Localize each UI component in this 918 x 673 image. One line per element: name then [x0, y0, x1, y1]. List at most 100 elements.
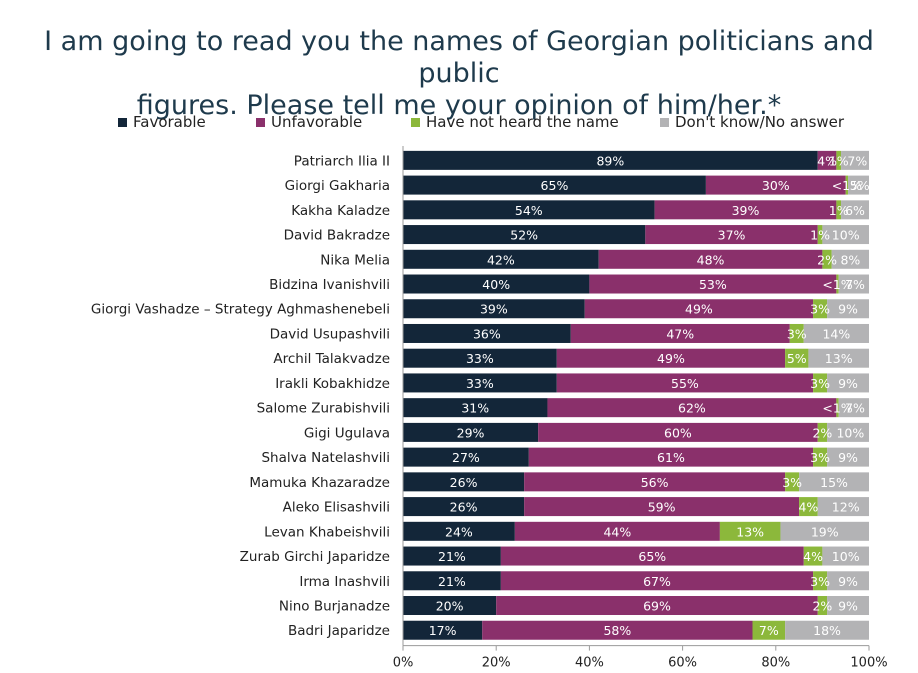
- data-label-favorable-gigi-ugulava: 29%: [457, 425, 485, 440]
- data-label-favorable-patriarch-ilia-ii: 89%: [596, 153, 624, 168]
- bar-favorable-kakha-kaladze: [403, 200, 655, 220]
- bar-don-t-know-no-answer-shalva-natelashvili: [827, 447, 869, 467]
- data-label-don-t-know-no-answer-levan-khabeishvili: 19%: [811, 524, 839, 539]
- data-label-favorable-david-usupashvili: 36%: [473, 326, 501, 341]
- category-label-levan-khabeishvili: Levan Khabeishvili: [264, 524, 390, 540]
- bar-favorable-david-bakradze: [403, 225, 646, 245]
- bar-favorable-shalva-natelashvili: [403, 447, 529, 467]
- legend-swatch-favorable: [118, 117, 127, 127]
- data-label-have-not-heard-the-name-david-usupashvili: 3%: [787, 326, 807, 341]
- data-label-unfavorable-david-usupashvili: 47%: [666, 326, 694, 341]
- data-label-don-t-know-no-answer-irma-inashvili: 9%: [838, 574, 858, 589]
- data-label-have-not-heard-the-name-patriarch-ilia-ii: 1%: [829, 153, 849, 168]
- bar-have-not-heard-the-name-kakha-kaladze: [836, 200, 842, 220]
- bar-unfavorable-badri-japaridze: [482, 620, 753, 640]
- data-label-don-t-know-no-answer-giorgi-gakharia: 5%: [850, 178, 870, 193]
- bar-favorable-irma-inashvili: [403, 571, 501, 591]
- data-label-favorable-salome-zurabishvili: 31%: [461, 401, 489, 416]
- data-label-unfavorable-david-bakradze: 37%: [718, 228, 746, 243]
- bar-favorable-giorgi-gakharia: [403, 175, 706, 195]
- bar-don-t-know-no-answer-gigi-ugulava: [827, 422, 869, 442]
- data-label-don-t-know-no-answer-patriarch-ilia-ii: 7%: [847, 153, 867, 168]
- bar-don-t-know-no-answer-irma-inashvili: [827, 571, 869, 591]
- data-label-have-not-heard-the-name-kakha-kaladze: 1%: [829, 203, 849, 218]
- data-label-have-not-heard-the-name-zurab-girchi-japaridze: 4%: [803, 549, 823, 564]
- bar-unfavorable-salome-zurabishvili: [547, 398, 837, 418]
- data-label-favorable-giorgi-gakharia: 65%: [541, 178, 569, 193]
- data-label-have-not-heard-the-name-giorgi-gakharia: <1%: [832, 178, 862, 193]
- bar-unfavorable-giorgi-gakharia: [705, 175, 846, 195]
- data-label-favorable-aleko-elisashvili: 26%: [450, 500, 478, 515]
- bar-favorable-aleko-elisashvili: [403, 497, 525, 517]
- bar-have-not-heard-the-name-shalva-natelashvili: [813, 447, 828, 467]
- category-label-shalva-natelashvili: Shalva Natelashvili: [261, 450, 390, 466]
- bar-unfavorable-aleko-elisashvili: [524, 497, 800, 517]
- bar-favorable-gigi-ugulava: [403, 422, 539, 442]
- data-label-have-not-heard-the-name-mamuka-khazaradze: 3%: [782, 475, 802, 490]
- bar-have-not-heard-the-name-gigi-ugulava: [817, 422, 828, 442]
- bar-have-not-heard-the-name-giorgi-vashadze-strategy-aghmashenebeli: [813, 299, 828, 319]
- legend-label-favorable: Favorable: [133, 113, 206, 131]
- data-label-have-not-heard-the-name-levan-khabeishvili: 13%: [736, 524, 764, 539]
- data-label-favorable-bidzina-ivanishvili: 40%: [482, 277, 510, 292]
- bar-have-not-heard-the-name-patriarch-ilia-ii: [836, 150, 842, 170]
- legend: Favorable Unfavorable Have not heard the…: [0, 113, 918, 137]
- data-label-have-not-heard-the-name-archil-talakvadze: 5%: [787, 351, 807, 366]
- bar-have-not-heard-the-name-mamuka-khazaradze: [785, 472, 800, 492]
- data-label-have-not-heard-the-name-bidzina-ivanishvili: <1%: [822, 277, 852, 292]
- legend-swatch-dont-know: [660, 117, 669, 127]
- data-label-favorable-mamuka-khazaradze: 26%: [450, 475, 478, 490]
- bar-have-not-heard-the-name-david-bakradze: [817, 225, 823, 245]
- data-label-favorable-kakha-kaladze: 54%: [515, 203, 543, 218]
- data-label-don-t-know-no-answer-zurab-girchi-japaridze: 10%: [832, 549, 860, 564]
- category-label-irma-inashvili: Irma Inashvili: [299, 574, 390, 590]
- bar-unfavorable-zurab-girchi-japaridze: [500, 546, 804, 566]
- data-label-unfavorable-giorgi-gakharia: 30%: [762, 178, 790, 193]
- category-label-gigi-ugulava: Gigi Ugulava: [304, 425, 390, 441]
- bar-favorable-nika-melia: [403, 249, 599, 269]
- data-label-don-t-know-no-answer-david-bakradze: 10%: [832, 228, 860, 243]
- data-label-favorable-david-bakradze: 52%: [510, 228, 538, 243]
- bar-don-t-know-no-answer-levan-khabeishvili: [780, 521, 869, 541]
- legend-item-not-heard: Have not heard the name: [411, 113, 619, 131]
- data-label-don-t-know-no-answer-badri-japaridze: 18%: [813, 623, 841, 638]
- category-label-salome-zurabishvili: Salome Zurabishvili: [257, 401, 390, 417]
- data-label-don-t-know-no-answer-nino-burjanadze: 9%: [838, 599, 858, 614]
- data-label-don-t-know-no-answer-gigi-ugulava: 10%: [836, 425, 864, 440]
- category-label-aleko-elisashvili: Aleko Elisashvili: [283, 500, 390, 516]
- data-label-unfavorable-irma-inashvili: 67%: [643, 574, 671, 589]
- data-label-don-t-know-no-answer-nika-melia: 8%: [840, 252, 860, 267]
- data-label-have-not-heard-the-name-irakli-kobakhidze: 3%: [810, 376, 830, 391]
- legend-item-favorable: Favorable: [118, 113, 206, 131]
- bar-don-t-know-no-answer-archil-talakvadze: [808, 348, 869, 368]
- bar-unfavorable-david-bakradze: [645, 225, 818, 245]
- data-label-don-t-know-no-answer-irakli-kobakhidze: 9%: [838, 376, 858, 391]
- data-label-unfavorable-kakha-kaladze: 39%: [732, 203, 760, 218]
- bar-don-t-know-no-answer-aleko-elisashvili: [817, 497, 869, 517]
- bar-favorable-zurab-girchi-japaridze: [403, 546, 501, 566]
- x-tick-label: 60%: [668, 656, 697, 671]
- bar-don-t-know-no-answer-mamuka-khazaradze: [799, 472, 869, 492]
- data-label-don-t-know-no-answer-aleko-elisashvili: 12%: [832, 500, 860, 515]
- bar-don-t-know-no-answer-salome-zurabishvili: [838, 398, 869, 418]
- category-label-david-bakradze: David Bakradze: [284, 228, 390, 244]
- data-label-unfavorable-zurab-girchi-japaridze: 65%: [638, 549, 666, 564]
- bar-favorable-badri-japaridze: [403, 620, 483, 640]
- bar-unfavorable-nino-burjanadze: [496, 596, 818, 616]
- data-label-favorable-irakli-kobakhidze: 33%: [466, 376, 494, 391]
- data-label-unfavorable-aleko-elisashvili: 59%: [648, 500, 676, 515]
- bar-have-not-heard-the-name-archil-talakvadze: [785, 348, 809, 368]
- bar-favorable-giorgi-vashadze-strategy-aghmashenebeli: [403, 299, 585, 319]
- bar-favorable-salome-zurabishvili: [403, 398, 548, 418]
- data-label-unfavorable-nika-melia: 48%: [697, 252, 725, 267]
- bar-unfavorable-archil-talakvadze: [556, 348, 786, 368]
- bar-have-not-heard-the-name-giorgi-gakharia: [845, 175, 849, 195]
- bar-don-t-know-no-answer-giorgi-gakharia: [848, 175, 869, 195]
- data-label-unfavorable-badri-japaridze: 58%: [603, 623, 631, 638]
- data-label-unfavorable-levan-khabeishvili: 44%: [603, 524, 631, 539]
- bar-have-not-heard-the-name-irakli-kobakhidze: [813, 373, 828, 393]
- bar-unfavorable-patriarch-ilia-ii: [817, 150, 837, 170]
- bar-don-t-know-no-answer-david-usupashvili: [803, 323, 869, 343]
- bar-don-t-know-no-answer-patriarch-ilia-ii: [841, 150, 869, 170]
- bar-don-t-know-no-answer-david-bakradze: [822, 225, 869, 245]
